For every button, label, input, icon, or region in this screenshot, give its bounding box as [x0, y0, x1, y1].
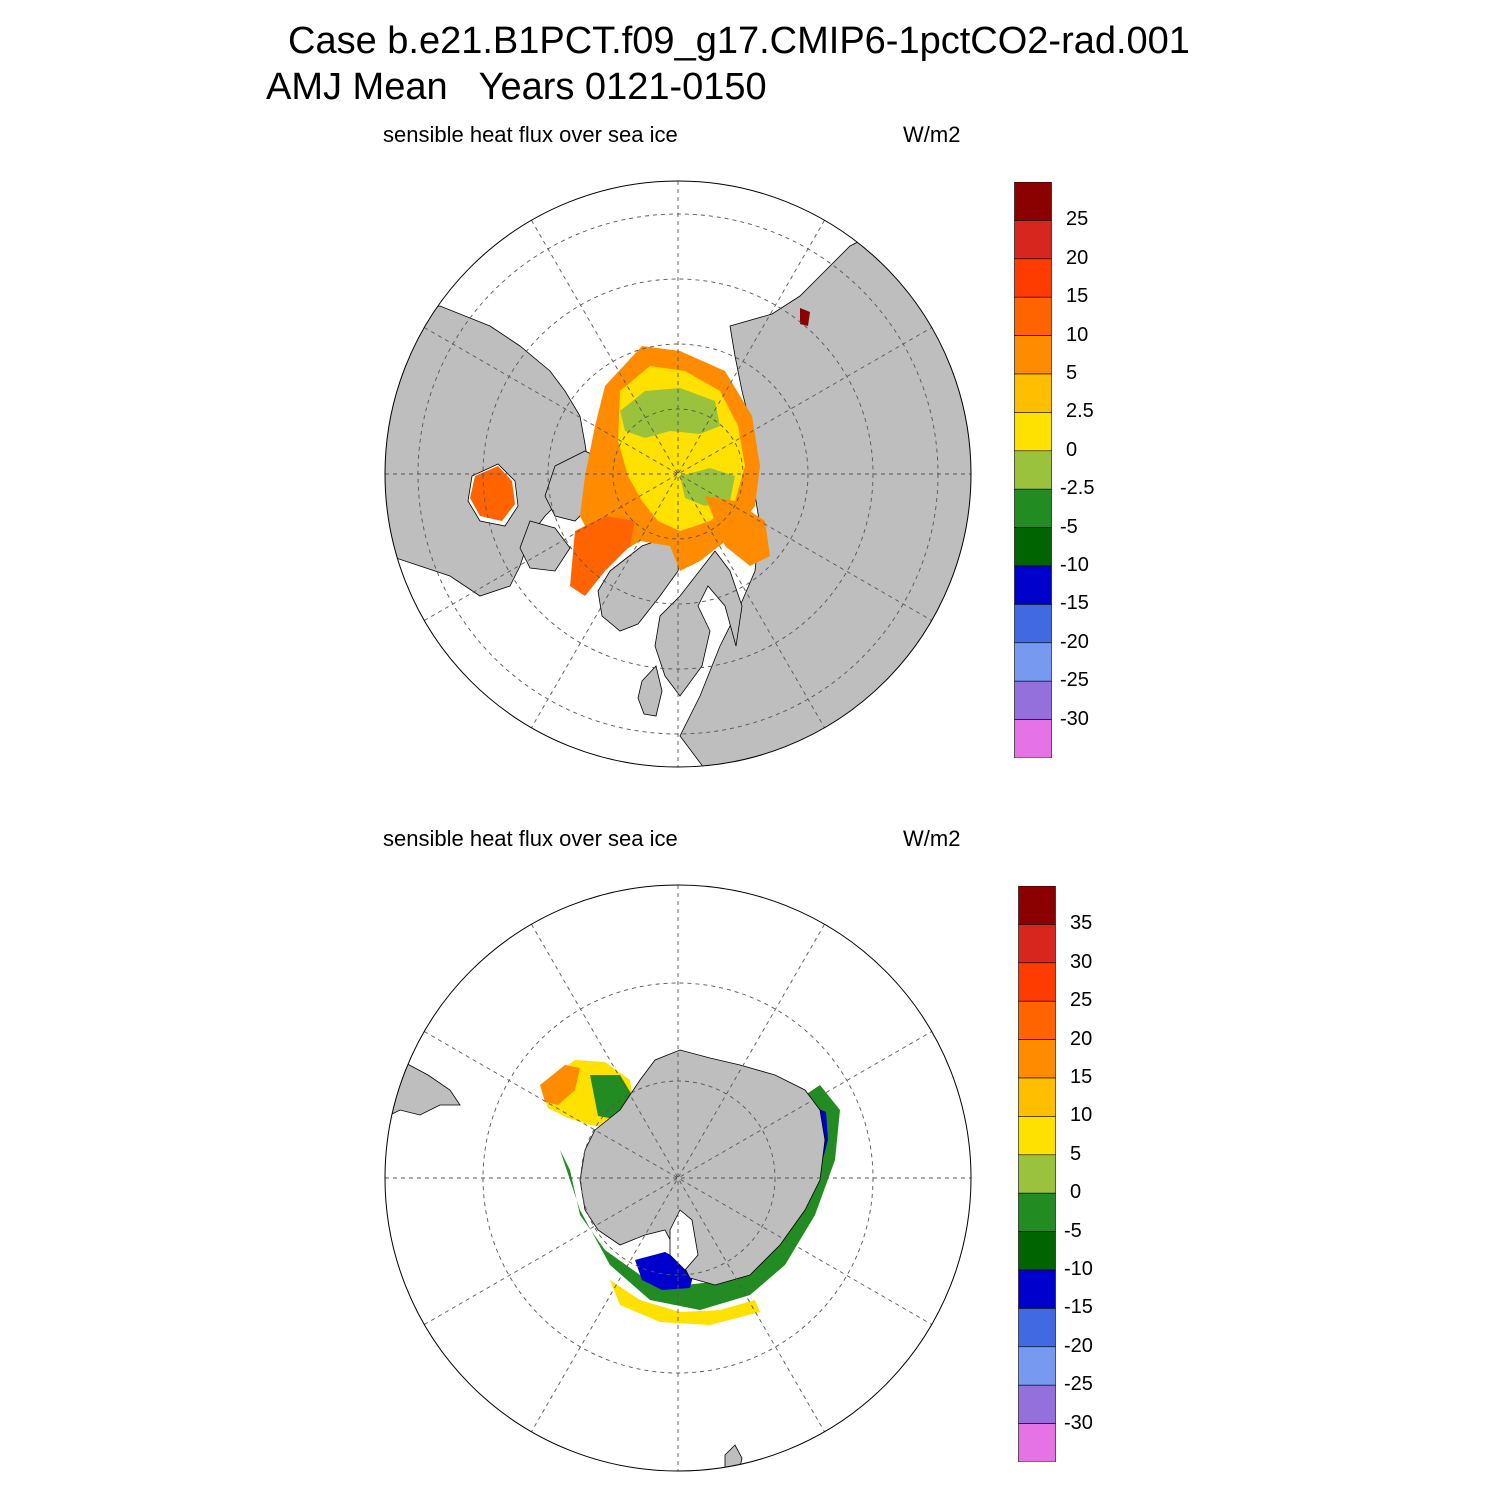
south-colorbar-tick-label: 10: [1070, 1104, 1093, 1127]
north-ice-barents: [705, 496, 770, 566]
south-colorbar-tick-label: 5: [1070, 1142, 1082, 1165]
south-colorbar-box: [1018, 886, 1056, 925]
south-ross-sea: [669, 1209, 699, 1271]
north-land-baffin: [519, 520, 571, 572]
north-colorbar-tick-label: -5: [1060, 515, 1078, 538]
north-colorbar-tick-label: -25: [1060, 669, 1089, 692]
south-colorbar-tick-label: -30: [1064, 1411, 1093, 1434]
north-colorbar-box: [1014, 527, 1052, 567]
north-graticule: [385, 181, 971, 767]
south-colorbar-box: [1018, 1269, 1056, 1309]
south-colorbar-box: [1018, 1308, 1056, 1348]
north-colorbar-box: [1014, 488, 1052, 528]
south-colorbar-box: [1018, 962, 1056, 1002]
south-colorbar-box: [1018, 1346, 1056, 1386]
antarctic-polar-map: [384, 884, 972, 1472]
north-map-border: [384, 180, 972, 768]
north-colorbar-box: [1014, 220, 1052, 260]
south-colorbar-tick-label: 30: [1070, 950, 1093, 973]
south-colorbar-box: [1018, 1154, 1056, 1194]
figure-title-case: Case b.e21.B1PCT.f09_g17.CMIP6-1pctCO2-r…: [288, 20, 1190, 62]
south-colorbar-tick-label: -5: [1064, 1219, 1082, 1242]
south-ice-ross-yellow: [610, 1280, 760, 1325]
north-colorbar-box: [1014, 182, 1052, 221]
north-colorbar-tick-label: 0: [1066, 438, 1078, 461]
north-colorbar-box: [1014, 680, 1052, 720]
south-colorbar-box: [1018, 924, 1056, 964]
south-colorbar-tick-label: -25: [1064, 1373, 1093, 1396]
south-colorbar-box: [1018, 1000, 1056, 1040]
south-colorbar-box: [1018, 1077, 1056, 1117]
south-map-border: [384, 884, 972, 1472]
north-colorbar-tick-label: -20: [1060, 630, 1089, 653]
north-colorbar-tick-label: -2.5: [1060, 477, 1095, 500]
north-panel-units: W/m2: [903, 122, 961, 147]
north-ice-green-upper: [620, 388, 720, 438]
south-colorbar: [1018, 886, 1056, 1462]
south-colorbar-box: [1018, 1039, 1056, 1079]
north-colorbar-labels: 25 20 15 10 5 2.5 0 -2.5 -5 -10 -15 -20 -25 -30: [1060, 182, 1140, 758]
south-colorbar-box: [1018, 1116, 1056, 1156]
figure-title-period: AMJ Mean Years 0121-0150: [266, 66, 767, 108]
south-land-antarctica: [579, 1049, 826, 1286]
south-colorbar-tick-label: 15: [1070, 1066, 1093, 1088]
north-colorbar: [1014, 182, 1052, 758]
south-colorbar-tick-label: -20: [1064, 1334, 1093, 1357]
north-panel-title: sensible heat flux over sea ice: [383, 122, 678, 147]
north-ice-okhotsk: [800, 308, 810, 326]
north-colorbar-box: [1014, 450, 1052, 490]
north-colorbar-tick-label: 25: [1066, 208, 1089, 231]
south-panel-units: W/m2: [903, 826, 961, 851]
south-colorbar-box: [1018, 1423, 1056, 1462]
south-colorbar-tick-label: -10: [1064, 1258, 1093, 1280]
south-colorbar-box: [1018, 1384, 1056, 1424]
north-colorbar-box: [1014, 335, 1052, 375]
south-colorbar-tick-label: 20: [1070, 1027, 1093, 1050]
north-colorbar-tick-label: 15: [1066, 285, 1089, 308]
north-colorbar-tick-label: 20: [1066, 246, 1089, 269]
north-colorbar-box: [1014, 642, 1052, 682]
south-colorbar-tick-label: 0: [1070, 1181, 1082, 1204]
south-colorbar-tick-label: 25: [1070, 989, 1093, 1012]
north-colorbar-tick-label: 10: [1066, 323, 1089, 346]
north-colorbar-box: [1014, 373, 1052, 413]
north-colorbar-box: [1014, 412, 1052, 452]
south-graticule: [385, 885, 971, 1471]
north-colorbar-box: [1014, 604, 1052, 644]
north-colorbar-box: [1014, 296, 1052, 336]
north-ice-green-lower: [680, 468, 735, 506]
south-colorbar-tick-label: -15: [1064, 1296, 1093, 1319]
south-colorbar-tick-label: 35: [1070, 912, 1093, 935]
north-colorbar-box: [1014, 565, 1052, 605]
north-colorbar-box: [1014, 258, 1052, 298]
north-land-britain: [637, 665, 663, 717]
north-colorbar-box: [1014, 719, 1052, 758]
arctic-polar-map: [384, 180, 972, 768]
south-panel-title: sensible heat flux over sea ice: [383, 826, 678, 851]
south-colorbar-box: [1018, 1192, 1056, 1232]
south-ice-weddell-orange: [540, 1065, 580, 1105]
north-colorbar-tick-label: 5: [1066, 362, 1078, 384]
north-land-scandinavia: [654, 550, 743, 697]
north-ice-baffin-strip: [570, 516, 635, 596]
south-colorbar-box: [1018, 1231, 1056, 1271]
north-colorbar-tick-label: -30: [1060, 707, 1089, 730]
north-colorbar-tick-label: -10: [1060, 554, 1089, 576]
north-colorbar-tick-label: 2.5: [1066, 400, 1094, 423]
south-colorbar-labels: 35 30 25 20 15 10 5 0 -5 -10 -15 -20 -25 -30: [1064, 886, 1144, 1462]
north-colorbar-tick-label: -15: [1060, 592, 1089, 615]
north-ice-hudson: [470, 466, 515, 521]
